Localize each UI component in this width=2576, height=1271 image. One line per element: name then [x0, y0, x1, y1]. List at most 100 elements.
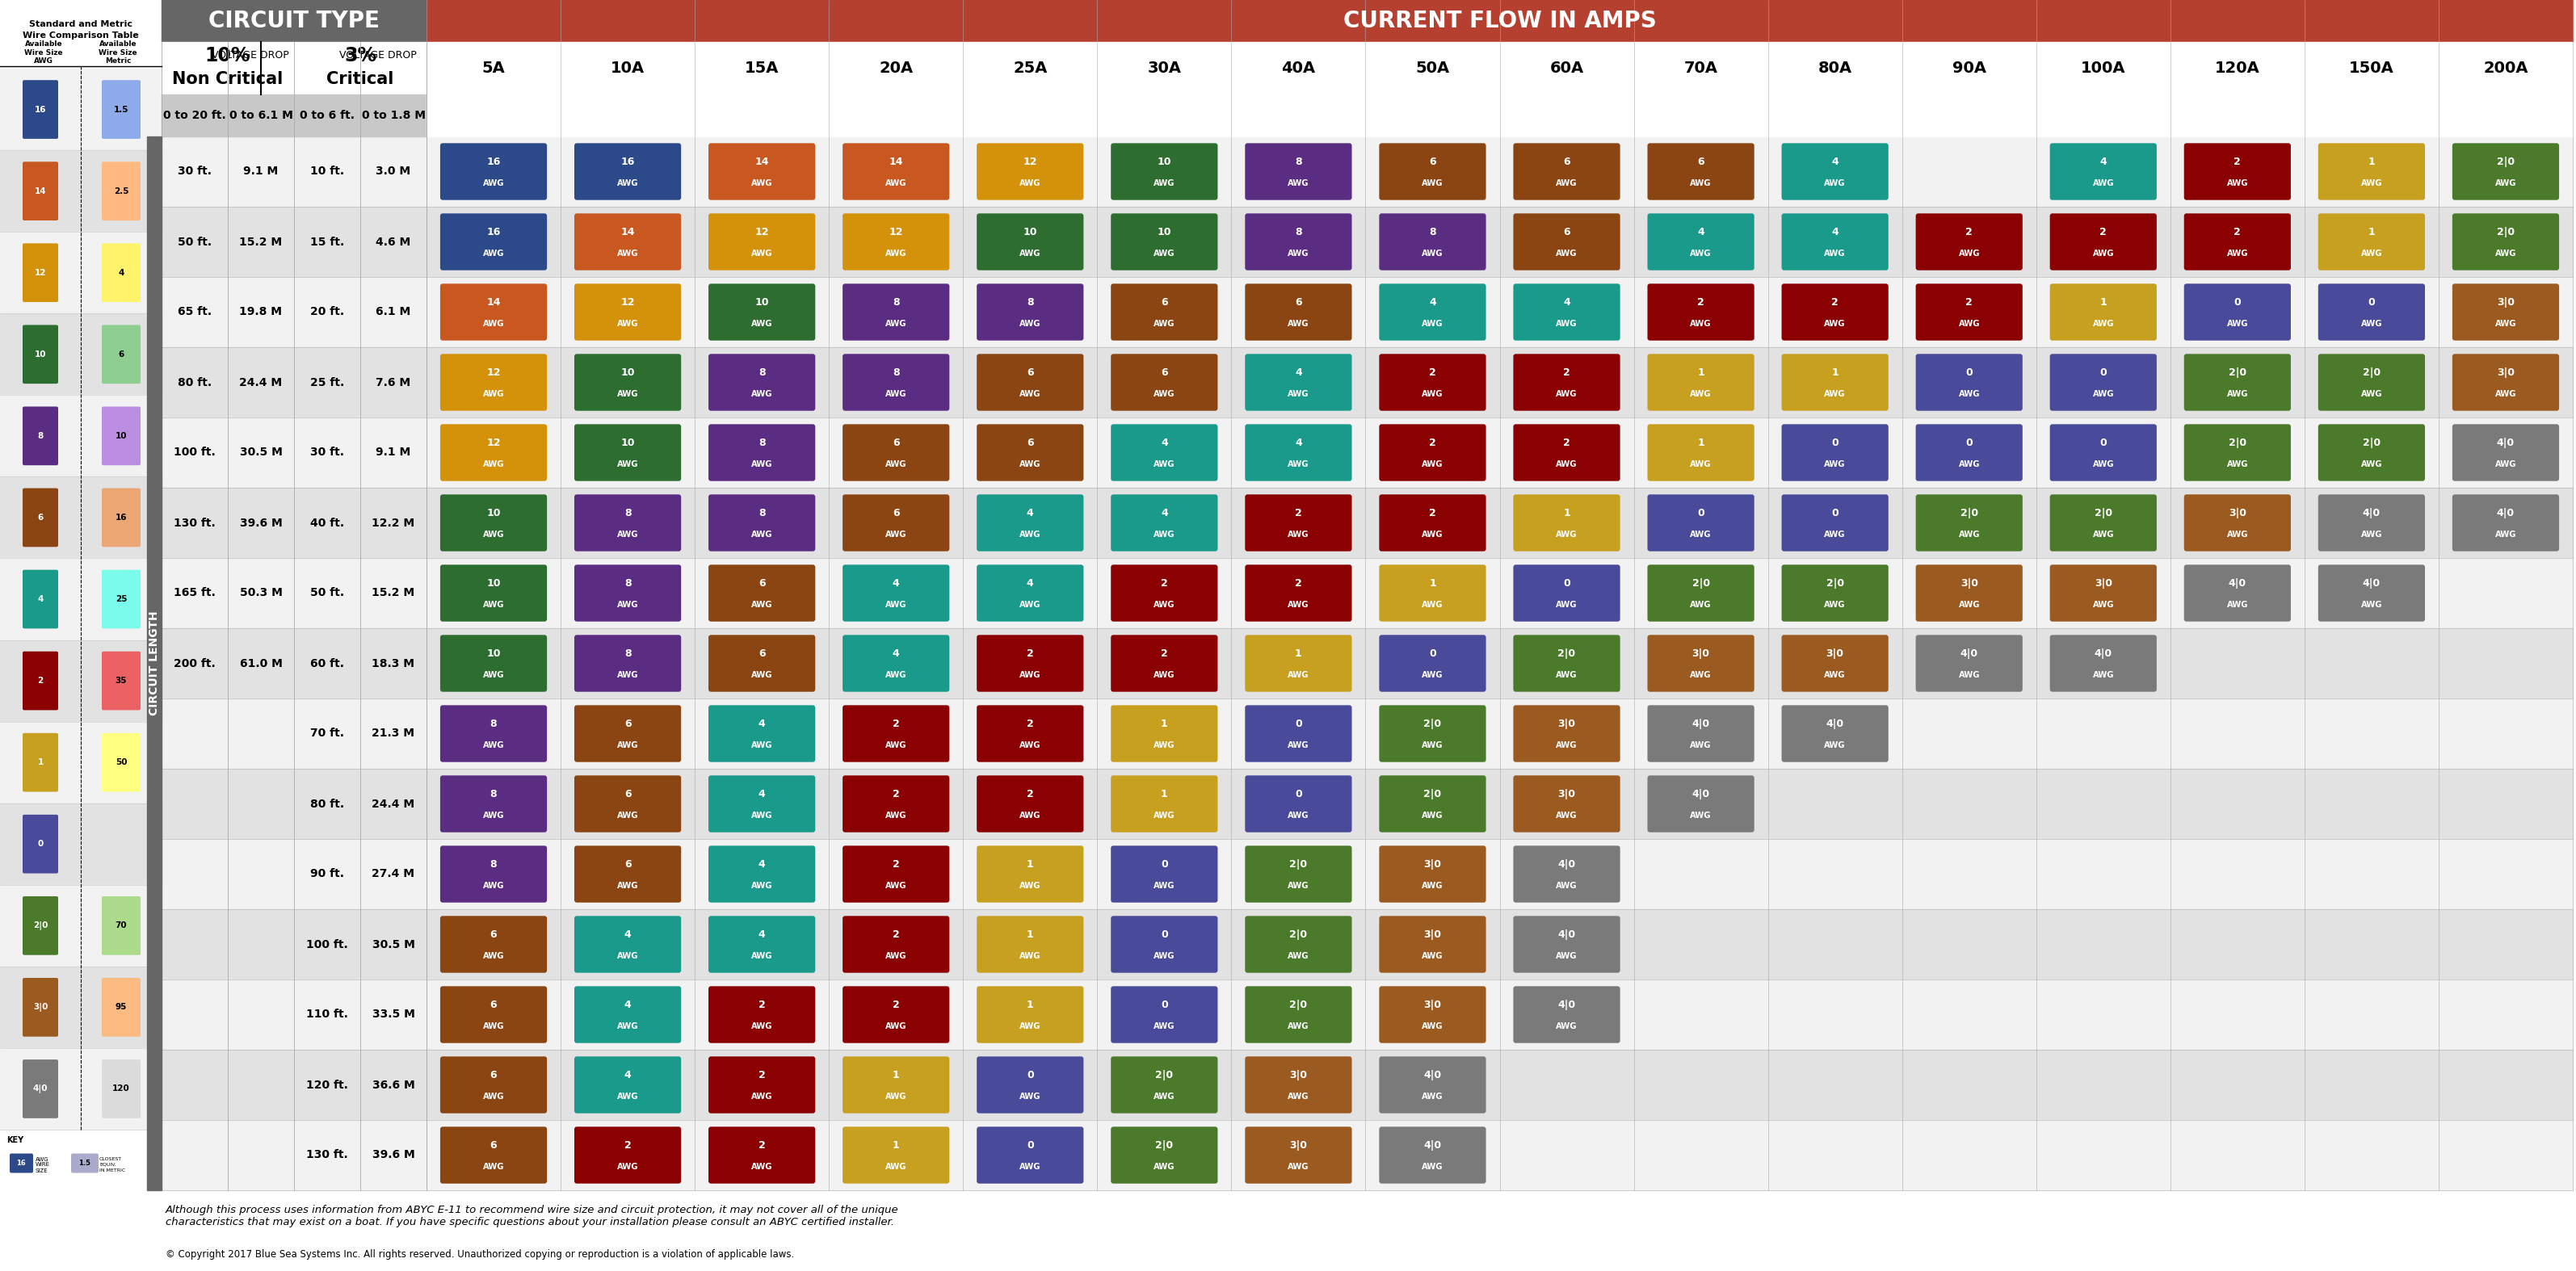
FancyBboxPatch shape: [1512, 283, 1620, 341]
FancyBboxPatch shape: [708, 1056, 814, 1113]
Bar: [162, 0, 428, 42]
FancyBboxPatch shape: [2452, 283, 2558, 341]
FancyBboxPatch shape: [976, 705, 1084, 763]
Text: 4|0: 4|0: [2496, 508, 2514, 519]
FancyBboxPatch shape: [976, 636, 1084, 691]
FancyBboxPatch shape: [1244, 1126, 1352, 1183]
Text: 0: 0: [1162, 859, 1167, 871]
Text: AWG: AWG: [1422, 319, 1443, 328]
FancyBboxPatch shape: [23, 161, 59, 220]
FancyBboxPatch shape: [842, 494, 951, 552]
Text: AWG: AWG: [1824, 600, 1844, 609]
Text: 12: 12: [1023, 158, 1038, 168]
Text: 2: 2: [1430, 508, 1435, 519]
Text: 6: 6: [1028, 367, 1033, 379]
Text: AWG: AWG: [1154, 319, 1175, 328]
Text: AWG: AWG: [2226, 319, 2249, 328]
Text: 19.8 M: 19.8 M: [240, 306, 283, 318]
Text: 8: 8: [623, 508, 631, 519]
Text: 90 ft.: 90 ft.: [309, 868, 345, 880]
FancyBboxPatch shape: [1110, 845, 1218, 902]
FancyBboxPatch shape: [1110, 1056, 1218, 1113]
FancyBboxPatch shape: [1244, 1056, 1352, 1113]
Text: AWG: AWG: [1556, 1022, 1577, 1030]
FancyBboxPatch shape: [842, 916, 951, 972]
Text: AWG: AWG: [2092, 671, 2115, 679]
Text: 4: 4: [1296, 438, 1301, 449]
Bar: [428, 769, 2573, 839]
Text: AWG: AWG: [1690, 741, 1710, 749]
Text: AWG: AWG: [2092, 600, 2115, 609]
Text: 39.6 M: 39.6 M: [371, 1149, 415, 1160]
Text: AWG: AWG: [1958, 600, 1981, 609]
FancyBboxPatch shape: [1244, 144, 1352, 200]
FancyBboxPatch shape: [103, 1060, 142, 1118]
FancyBboxPatch shape: [2050, 214, 2156, 271]
FancyBboxPatch shape: [976, 1126, 1084, 1183]
Text: AWG: AWG: [752, 811, 773, 820]
Text: AWG: AWG: [1020, 882, 1041, 890]
FancyBboxPatch shape: [2452, 214, 2558, 271]
FancyBboxPatch shape: [1244, 705, 1352, 763]
Text: AWG: AWG: [752, 671, 773, 679]
Text: 25 ft.: 25 ft.: [309, 376, 345, 388]
Text: AWG: AWG: [752, 600, 773, 609]
Text: AWG: AWG: [1020, 1092, 1041, 1101]
Text: AWG: AWG: [2226, 249, 2249, 257]
FancyBboxPatch shape: [72, 1154, 98, 1173]
Text: 0: 0: [1162, 1000, 1167, 1010]
Text: AWG: AWG: [482, 319, 505, 328]
Text: 6: 6: [1162, 367, 1167, 379]
Text: 2: 2: [891, 930, 899, 941]
Text: AWG: AWG: [1154, 179, 1175, 187]
Text: 15A: 15A: [744, 61, 778, 76]
FancyBboxPatch shape: [976, 425, 1084, 480]
Text: 2: 2: [757, 1140, 765, 1152]
Text: AWG: AWG: [752, 530, 773, 539]
Text: AWG: AWG: [1288, 249, 1309, 257]
Text: AWG: AWG: [886, 882, 907, 890]
FancyBboxPatch shape: [708, 214, 814, 271]
Bar: [428, 136, 2573, 207]
Text: AWG: AWG: [886, 530, 907, 539]
FancyBboxPatch shape: [842, 214, 951, 271]
FancyBboxPatch shape: [1512, 845, 1620, 902]
Text: Available
Wire Size
Metric: Available Wire Size Metric: [98, 41, 137, 65]
FancyBboxPatch shape: [440, 986, 546, 1043]
Text: AWG: AWG: [2092, 179, 2115, 187]
Text: 8: 8: [891, 367, 899, 379]
Bar: [162, 42, 428, 94]
Text: AWG: AWG: [1556, 882, 1577, 890]
Text: VOLTAGE DROP: VOLTAGE DROP: [211, 50, 289, 61]
Text: 24.4 M: 24.4 M: [371, 798, 415, 810]
Text: AWG: AWG: [2092, 530, 2115, 539]
Text: AWG: AWG: [752, 460, 773, 468]
Bar: [162, 699, 428, 769]
FancyBboxPatch shape: [1649, 636, 1754, 691]
Bar: [162, 277, 428, 347]
Text: 2|0: 2|0: [1826, 578, 1844, 588]
FancyBboxPatch shape: [574, 986, 680, 1043]
Text: 8: 8: [757, 367, 765, 379]
Bar: [162, 980, 428, 1050]
FancyBboxPatch shape: [1110, 1126, 1218, 1183]
Text: AWG: AWG: [1556, 671, 1577, 679]
Text: AWG: AWG: [618, 319, 639, 328]
Text: 0: 0: [1028, 1140, 1033, 1152]
Text: 0 to 20 ft.: 0 to 20 ft.: [162, 109, 227, 121]
Text: AWG: AWG: [1958, 249, 1981, 257]
FancyBboxPatch shape: [1244, 214, 1352, 271]
Text: 15.2 M: 15.2 M: [371, 587, 415, 599]
Text: 2: 2: [757, 1000, 765, 1010]
Text: 10: 10: [487, 578, 500, 588]
FancyBboxPatch shape: [842, 283, 951, 341]
Text: AWG: AWG: [2496, 319, 2517, 328]
Text: 2|0: 2|0: [1157, 1140, 1172, 1152]
Text: 21.3 M: 21.3 M: [371, 728, 415, 740]
Text: 4|0: 4|0: [1960, 648, 1978, 660]
Text: AWG: AWG: [482, 1092, 505, 1101]
FancyBboxPatch shape: [1649, 144, 1754, 200]
Bar: [0, 885, 162, 966]
Text: 4: 4: [757, 930, 765, 941]
Text: AWG: AWG: [2360, 600, 2383, 609]
